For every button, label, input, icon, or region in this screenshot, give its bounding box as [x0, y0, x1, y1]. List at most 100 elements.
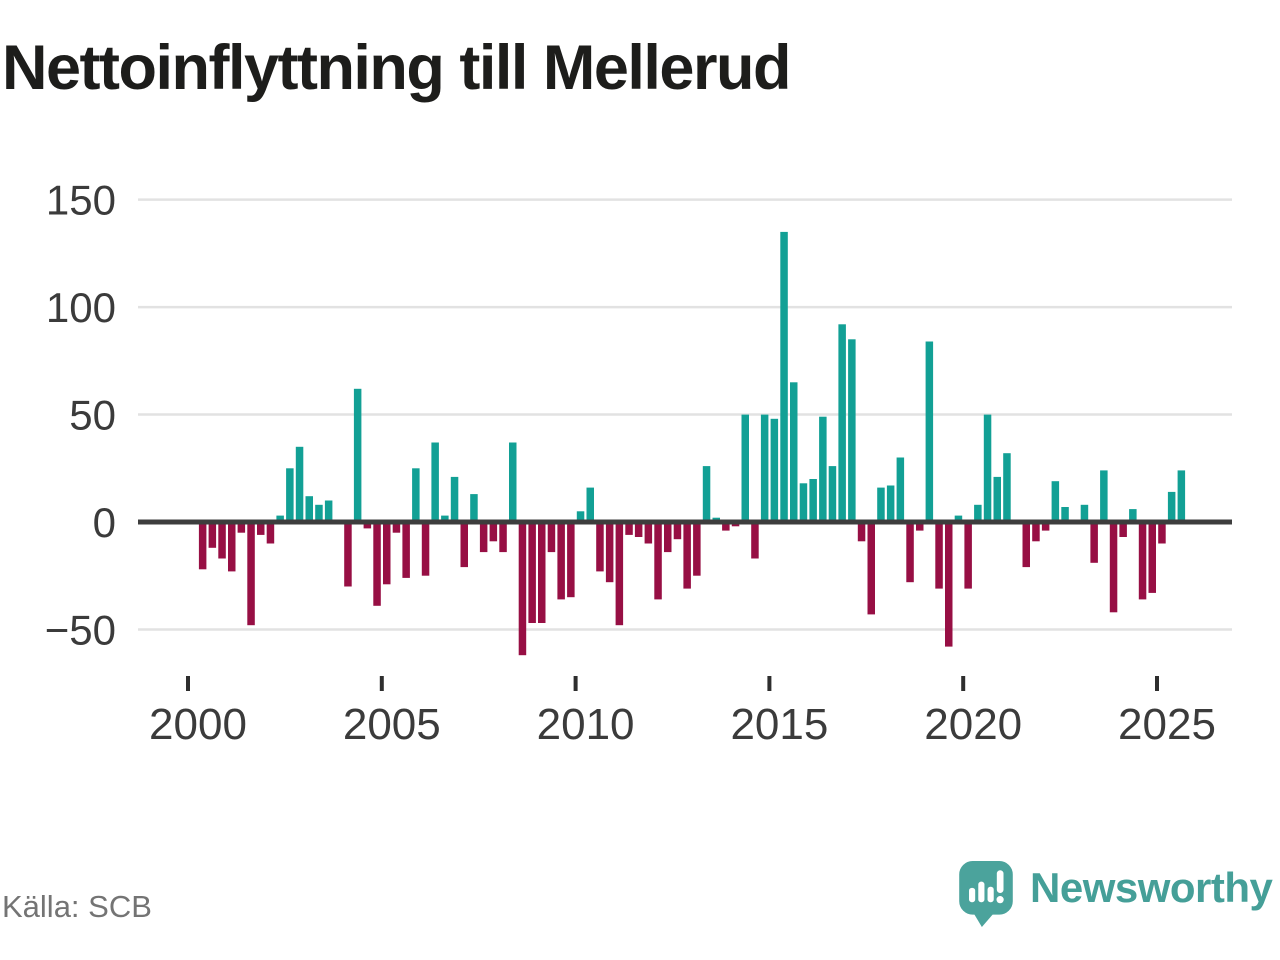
bar-positive [470, 494, 478, 522]
bar-positive [896, 457, 905, 522]
bar-negative [518, 522, 527, 656]
bar-negative [218, 522, 226, 559]
bar-positive [809, 479, 817, 522]
bar-positive [702, 466, 711, 522]
bar-positive [848, 339, 856, 522]
bar-positive [790, 382, 798, 522]
x-axis-label: 2010 [537, 700, 635, 749]
y-axis-label: 0 [93, 499, 116, 546]
bar-positive [799, 483, 808, 522]
bar-negative [402, 522, 410, 578]
bar-negative [266, 522, 275, 544]
bar-negative [421, 522, 430, 576]
bar-negative [634, 522, 643, 537]
bar-negative [344, 522, 352, 587]
bar-negative [373, 522, 381, 606]
bar-negative [615, 522, 624, 626]
bar-negative [596, 522, 604, 572]
x-axis-label: 2000 [149, 700, 247, 749]
bar-negative [664, 522, 672, 553]
bar-negative [1032, 522, 1040, 542]
bar-negative [945, 522, 953, 647]
bar-negative [857, 522, 866, 542]
bar-positive [1051, 481, 1060, 522]
bar-negative [1022, 522, 1030, 568]
bar-negative [479, 522, 488, 553]
bar-positive [760, 414, 769, 523]
bar-negative [237, 522, 246, 533]
bar-negative [673, 522, 682, 540]
bar-negative [257, 522, 265, 535]
bar-positive [286, 468, 294, 522]
bar-negative [538, 522, 546, 623]
source-label: Källa: SCB [2, 889, 152, 924]
bar-negative [1148, 522, 1156, 593]
bar-negative [605, 522, 614, 583]
bar-positive [509, 442, 517, 522]
bar-negative [1158, 522, 1166, 544]
bar-positive [741, 414, 749, 523]
bar-negative [460, 522, 468, 568]
bar-positive [353, 388, 362, 522]
bar-positive [1061, 507, 1069, 522]
bar-negative [208, 522, 217, 548]
y-axis-label: 100 [46, 284, 116, 331]
bar-negative [567, 522, 575, 598]
bar-negative [906, 522, 914, 583]
bar-negative [683, 522, 691, 589]
bar-positive [780, 231, 788, 522]
newsworthy-brand: Newsworthy [958, 858, 1278, 928]
bar-positive [1177, 470, 1186, 522]
chart-title: Nettoinflyttning till Mellerud [2, 33, 791, 103]
bar-positive [925, 341, 934, 522]
x-axis-label: 2020 [924, 700, 1022, 749]
bar-negative [654, 522, 662, 600]
bar-positive [450, 476, 459, 522]
bar-negative [916, 522, 924, 531]
bar-positive [828, 466, 837, 522]
bar-positive [305, 496, 313, 522]
bar-positive [877, 487, 885, 522]
x-axis-label: 2005 [343, 700, 441, 749]
bar-negative [935, 522, 943, 589]
bar-positive [276, 515, 284, 522]
bar-negative [383, 522, 391, 585]
bar-negative [1138, 522, 1147, 600]
bar-positive [1167, 491, 1176, 522]
bar-negative [964, 522, 972, 589]
y-axis-label: −50 [45, 606, 116, 653]
bar-negative [1041, 522, 1050, 531]
bar-negative [247, 522, 255, 626]
bar-negative [644, 522, 653, 544]
bar-positive [315, 504, 323, 522]
bar-positive [324, 500, 333, 522]
bar-positive [1100, 470, 1108, 522]
bar-negative [528, 522, 536, 623]
bar-positive [954, 515, 963, 522]
bar-negative [363, 522, 372, 529]
bar-positive [431, 442, 439, 522]
bar-negative [547, 522, 556, 553]
bar-negative [625, 522, 633, 535]
bar-positive [993, 476, 1001, 522]
bar-negative [693, 522, 701, 576]
newsworthy-wordmark: Newsworthy [1030, 864, 1273, 911]
bar-positive [441, 515, 449, 522]
bar-positive [770, 418, 779, 522]
bar-negative [751, 522, 759, 559]
bar-negative [392, 522, 401, 533]
bar-negative [1119, 522, 1127, 537]
bar-positive [576, 511, 585, 522]
bar-positive [412, 468, 420, 522]
x-axis-label: 2025 [1118, 700, 1216, 749]
bar-negative [722, 522, 730, 531]
bar-negative [1090, 522, 1098, 563]
bar-positive [819, 416, 827, 522]
newsworthy-logo-icon [959, 861, 1013, 927]
bar-negative [867, 522, 875, 615]
bar-positive [295, 446, 304, 522]
bar-negative [198, 522, 207, 570]
bar-positive [1080, 504, 1089, 522]
